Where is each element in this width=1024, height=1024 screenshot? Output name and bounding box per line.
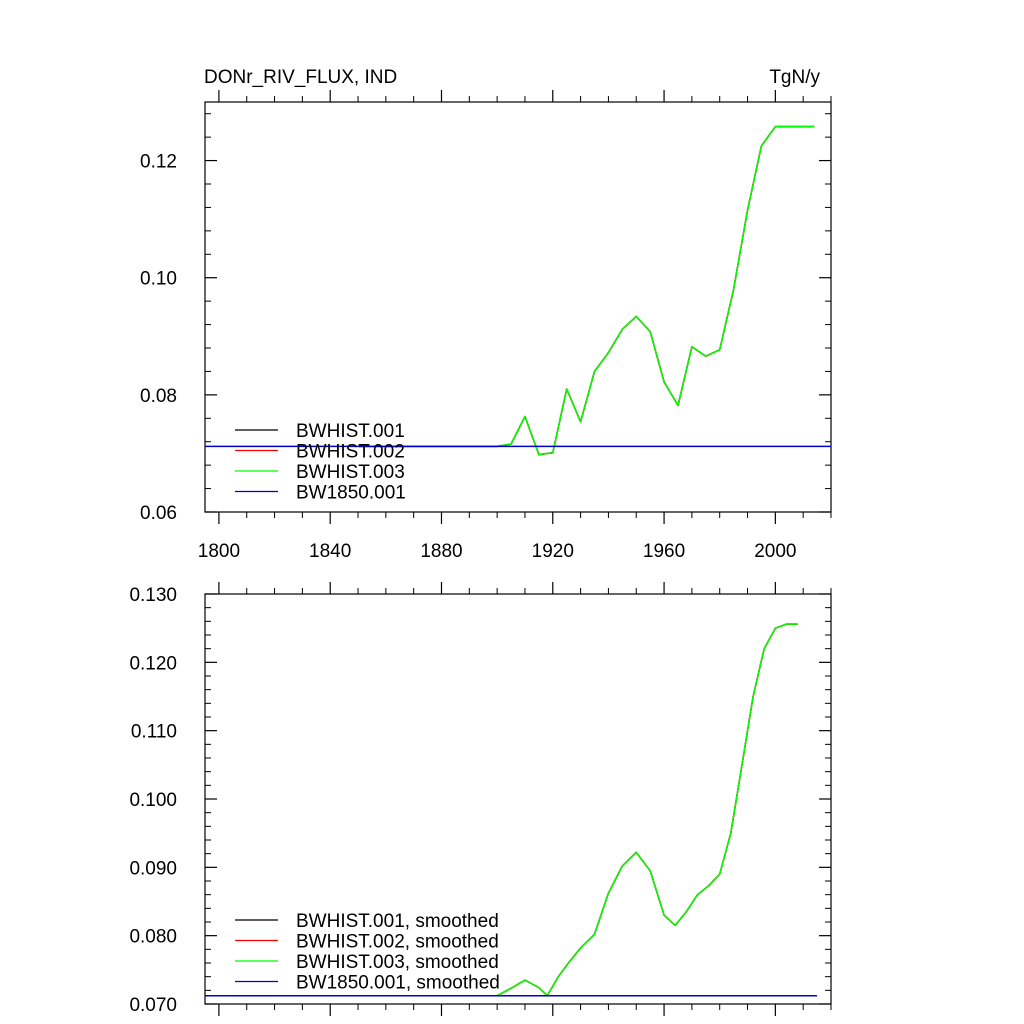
y-tick-label: 0.12 bbox=[140, 152, 177, 173]
legend-label: BWHIST.002 bbox=[296, 442, 405, 463]
legend-label: BWHIST.001, smoothed bbox=[296, 911, 499, 932]
x-tick-label: 1800 bbox=[198, 541, 240, 562]
y-tick-label: 0.08 bbox=[140, 386, 177, 407]
top-panel: 1800 1840 1880 1920 1960 2000 0.06 0.08 0.10 0.12… bbox=[140, 90, 832, 562]
y-tick-label: 0.130 bbox=[129, 585, 177, 606]
x-tick-label: 1880 bbox=[420, 541, 462, 562]
x-tick-label: 1920 bbox=[532, 541, 574, 562]
y-tick-label: 0.070 bbox=[129, 995, 177, 1016]
x-tick-label: 1840 bbox=[309, 541, 351, 562]
y-tick-label: 0.06 bbox=[140, 503, 177, 524]
y-tick-label: 0.110 bbox=[131, 722, 177, 743]
series-line bbox=[358, 125, 815, 456]
bottom-panel: 0.070 0.080 0.090 0.100 0.110 0.120 0.130 BWHIS… bbox=[129, 582, 832, 1016]
legend-label: BW1850.001 bbox=[296, 483, 406, 504]
y-tick-label: 0.100 bbox=[129, 790, 177, 811]
legend-label: BWHIST.003, smoothed bbox=[296, 952, 499, 973]
y-tick-label: 0.120 bbox=[129, 653, 177, 674]
legend-label: BWHIST.002, smoothed bbox=[296, 932, 499, 953]
chart-title: DONr_RIV_FLUX, IND bbox=[204, 67, 397, 88]
x-tick-label: 1960 bbox=[643, 541, 685, 562]
legend-label: BW1850.001, smoothed bbox=[296, 973, 500, 994]
series-line bbox=[371, 623, 798, 997]
x-tick-label: 2000 bbox=[754, 541, 796, 562]
legend-label: BWHIST.003 bbox=[296, 462, 405, 483]
chart-units: TgN/y bbox=[769, 67, 820, 88]
series-line bbox=[358, 125, 815, 456]
y-tick-label: 0.10 bbox=[140, 269, 177, 290]
y-tick-label: 0.090 bbox=[129, 858, 177, 879]
legend-label: BWHIST.001 bbox=[296, 421, 405, 442]
plot-frame bbox=[204, 101, 832, 513]
series-line bbox=[358, 125, 815, 456]
y-tick-label: 0.080 bbox=[129, 927, 177, 948]
